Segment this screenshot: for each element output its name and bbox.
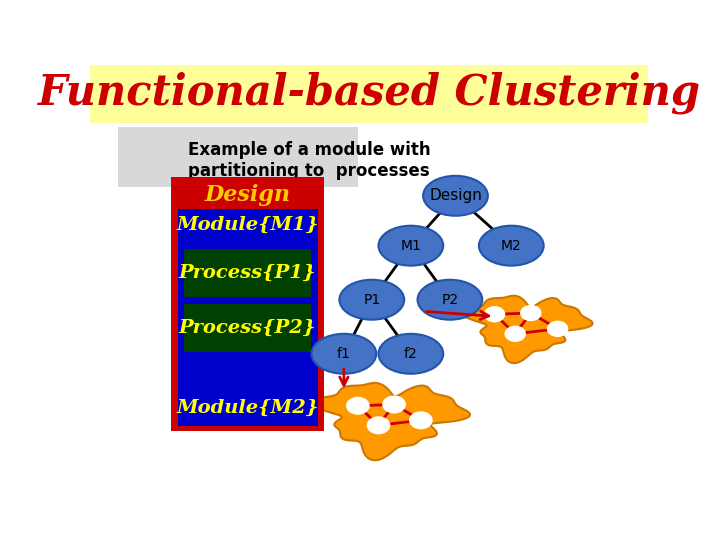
- FancyBboxPatch shape: [118, 127, 358, 187]
- Text: P2: P2: [441, 293, 459, 307]
- Text: Module{M2}: Module{M2}: [176, 399, 319, 417]
- Text: Module{M1}: Module{M1}: [176, 217, 319, 234]
- FancyBboxPatch shape: [171, 177, 324, 431]
- Text: Design: Design: [204, 184, 291, 206]
- Circle shape: [410, 412, 432, 429]
- Text: partitioning to  processes: partitioning to processes: [188, 162, 429, 180]
- FancyBboxPatch shape: [184, 305, 311, 352]
- Text: Design: Design: [429, 188, 482, 203]
- Ellipse shape: [479, 226, 544, 266]
- Ellipse shape: [339, 280, 404, 320]
- Circle shape: [383, 396, 405, 413]
- FancyBboxPatch shape: [178, 210, 318, 426]
- Text: M2: M2: [501, 239, 522, 253]
- Text: Functional-based Clustering: Functional-based Clustering: [37, 72, 701, 114]
- FancyBboxPatch shape: [90, 65, 648, 123]
- Text: Example of a module with: Example of a module with: [188, 141, 431, 159]
- Text: M1: M1: [400, 239, 421, 253]
- Circle shape: [505, 326, 526, 341]
- Text: Process{P1}: Process{P1}: [179, 264, 316, 282]
- Ellipse shape: [312, 334, 377, 374]
- Circle shape: [347, 397, 369, 414]
- Circle shape: [521, 306, 541, 321]
- Ellipse shape: [379, 226, 444, 266]
- FancyBboxPatch shape: [178, 390, 318, 426]
- Circle shape: [367, 417, 390, 434]
- Text: f1: f1: [337, 347, 351, 361]
- Text: Process{P2}: Process{P2}: [179, 319, 316, 337]
- Ellipse shape: [418, 280, 482, 320]
- FancyBboxPatch shape: [184, 249, 311, 297]
- Circle shape: [485, 307, 505, 322]
- Polygon shape: [461, 296, 593, 363]
- Ellipse shape: [379, 334, 444, 374]
- Circle shape: [548, 321, 567, 336]
- Ellipse shape: [423, 176, 488, 216]
- Text: P1: P1: [363, 293, 380, 307]
- Text: f2: f2: [404, 347, 418, 361]
- Polygon shape: [311, 383, 470, 460]
